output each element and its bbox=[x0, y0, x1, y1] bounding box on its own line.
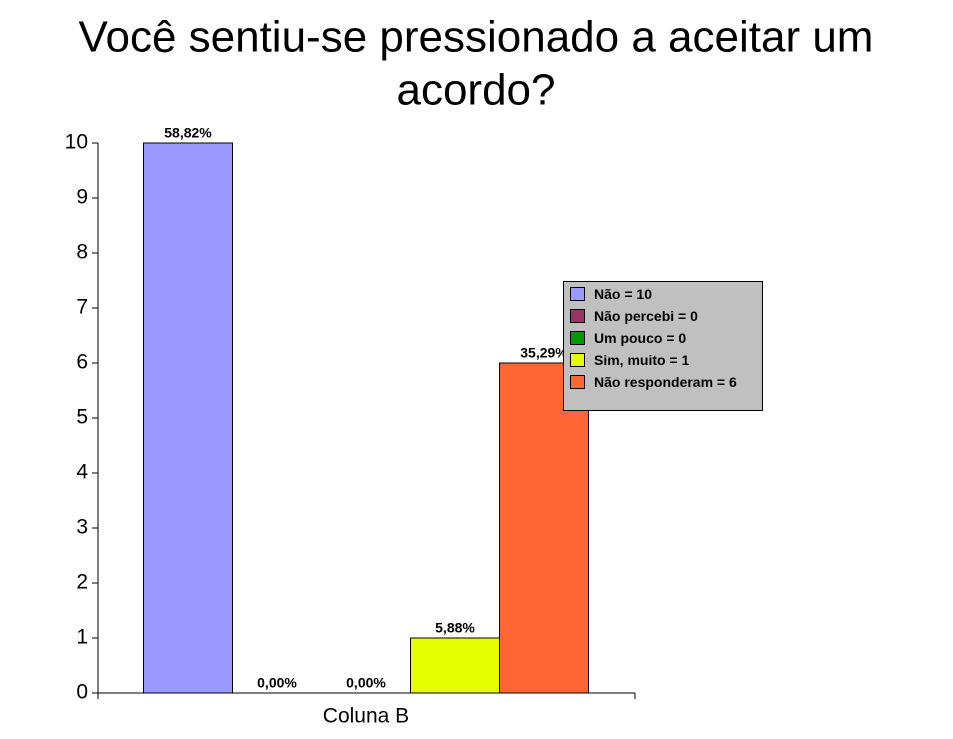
y-tick-label: 3 bbox=[76, 516, 88, 539]
data-label: 0,00% bbox=[257, 675, 297, 691]
legend-swatch bbox=[570, 353, 585, 367]
chart-title: Você sentiu-se pressionado a aceitar um bbox=[79, 13, 874, 62]
legend-label: Um pouco = 0 bbox=[594, 330, 687, 346]
y-tick-label: 4 bbox=[76, 461, 88, 484]
y-tick-label: 9 bbox=[76, 186, 88, 209]
y-tick-label: 6 bbox=[76, 351, 88, 374]
legend: Não = 10 Não percebi = 0 Um pouco = 0 Sim, … bbox=[563, 281, 763, 411]
data-label: 58,82% bbox=[164, 125, 212, 141]
y-tick-label: 1 bbox=[76, 626, 88, 649]
legend-item: Não = 10 bbox=[570, 286, 762, 302]
legend-swatch bbox=[570, 309, 585, 323]
y-tick-label: 8 bbox=[76, 241, 88, 264]
y-tick-label: 10 bbox=[65, 131, 88, 154]
legend-label: Não = 10 bbox=[594, 286, 652, 302]
data-label: 0,00% bbox=[346, 675, 386, 691]
legend-label: Sim, muito = 1 bbox=[594, 352, 690, 368]
x-tick-label: Coluna B bbox=[323, 705, 409, 728]
legend-label: Não responderam = 6 bbox=[594, 374, 737, 390]
legend-swatch bbox=[570, 375, 585, 389]
legend-swatch bbox=[570, 331, 585, 345]
bar bbox=[410, 637, 500, 694]
legend-item: Não percebi = 0 bbox=[570, 308, 762, 324]
data-label: 35,29% bbox=[520, 345, 568, 361]
bar bbox=[143, 142, 233, 694]
legend-swatch bbox=[570, 287, 585, 301]
y-tick-label: 5 bbox=[76, 406, 88, 429]
y-tick-label: 0 bbox=[76, 681, 88, 704]
legend-item: Sim, muito = 1 bbox=[570, 352, 762, 368]
y-tick-label: 2 bbox=[76, 571, 88, 594]
legend-item: Não responderam = 6 bbox=[570, 374, 762, 390]
legend-item: Um pouco = 0 bbox=[570, 330, 762, 346]
legend-label: Não percebi = 0 bbox=[594, 308, 698, 324]
chart-title: acordo? bbox=[396, 66, 555, 115]
data-label: 5,88% bbox=[435, 620, 475, 636]
bar bbox=[499, 362, 589, 694]
y-tick-label: 7 bbox=[76, 296, 88, 319]
